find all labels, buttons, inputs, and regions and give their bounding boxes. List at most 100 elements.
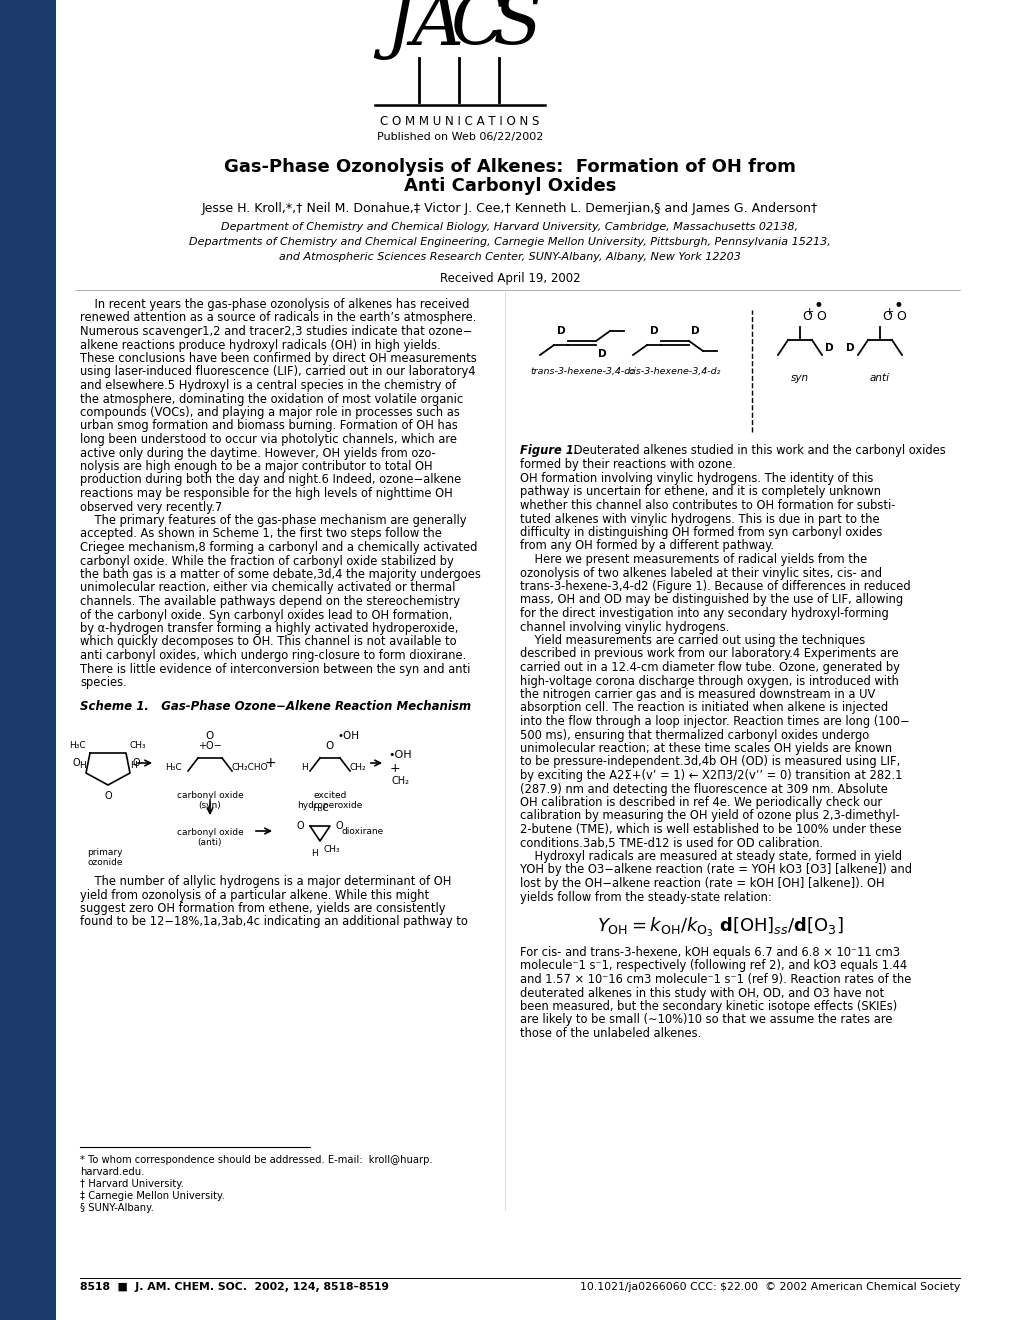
Text: O: O [815, 310, 825, 323]
Text: CH₂: CH₂ [391, 776, 410, 785]
Text: The number of allylic hydrogens is a major determinant of OH: The number of allylic hydrogens is a maj… [79, 875, 451, 888]
Text: of the carbonyl oxide. Syn carbonyl oxides lead to OH formation,: of the carbonyl oxide. Syn carbonyl oxid… [79, 609, 452, 622]
Text: lost by the OH−alkene reaction (rate = kOH [OH] [alkene]). OH: lost by the OH−alkene reaction (rate = k… [520, 876, 883, 890]
Text: are likely to be small (∼10%)10 so that we assume the rates are: are likely to be small (∼10%)10 so that … [520, 1014, 892, 1027]
Text: O: O [72, 758, 79, 768]
Text: C O M M U N I C A T I O N S: C O M M U N I C A T I O N S [380, 115, 539, 128]
Text: H: H [129, 760, 137, 770]
Text: Here we present measurements of radical yields from the: Here we present measurements of radical … [520, 553, 866, 566]
Text: CH₂CHO: CH₂CHO [231, 763, 268, 772]
Text: Published on Web 06/22/2002: Published on Web 06/22/2002 [376, 132, 543, 143]
Text: carbonyl oxide
(syn): carbonyl oxide (syn) [176, 791, 244, 810]
Text: 8518  ■  J. AM. CHEM. SOC.  2002, 124, 8518–8519: 8518 ■ J. AM. CHEM. SOC. 2002, 124, 8518… [79, 1282, 388, 1292]
Text: H₃C: H₃C [69, 741, 86, 750]
Text: H₃C: H₃C [312, 804, 328, 813]
Text: A: A [412, 0, 464, 59]
Text: mass, OH and OD may be distinguished by the use of LIF, allowing: mass, OH and OD may be distinguished by … [520, 594, 902, 606]
Text: and 1.57 × 10⁻16 cm3 molecule⁻1 s⁻1 (ref 9). Reaction rates of the: and 1.57 × 10⁻16 cm3 molecule⁻1 s⁻1 (ref… [520, 973, 911, 986]
Text: nolysis are high enough to be a major contributor to total OH: nolysis are high enough to be a major co… [79, 459, 432, 473]
Text: OH calibration is described in ref 4e. We periodically check our: OH calibration is described in ref 4e. W… [520, 796, 881, 809]
Text: been measured, but the secondary kinetic isotope effects (SKIEs): been measured, but the secondary kinetic… [520, 1001, 897, 1012]
Text: § SUNY-Albany.: § SUNY-Albany. [79, 1203, 154, 1213]
Bar [0, 0, 56, 1320]
Text: unimolecular reaction, either via chemically activated or thermal: unimolecular reaction, either via chemic… [79, 582, 454, 594]
Text: Jesse H. Kroll,*,† Neil M. Donahue,‡ Victor J. Cee,† Kenneth L. Demerjian,§ and : Jesse H. Kroll,*,† Neil M. Donahue,‡ Vic… [202, 202, 817, 215]
Text: C: C [450, 0, 505, 59]
Text: carbonyl oxide. While the fraction of carbonyl oxide stabilized by: carbonyl oxide. While the fraction of ca… [79, 554, 453, 568]
Text: H: H [79, 760, 86, 770]
Text: and elsewhere.5 Hydroxyl is a central species in the chemistry of: and elsewhere.5 Hydroxyl is a central sp… [79, 379, 455, 392]
Text: harvard.edu.: harvard.edu. [79, 1167, 145, 1177]
Text: long been understood to occur via photolytic channels, which are: long been understood to occur via photol… [79, 433, 457, 446]
Text: J: J [385, 0, 414, 59]
Text: For cis- and trans-3-hexene, kOH equals 6.7 and 6.8 × 10⁻11 cm3: For cis- and trans-3-hexene, kOH equals … [520, 946, 899, 960]
Text: * To whom correspondence should be addressed. E-mail:  kroll@huarp.: * To whom correspondence should be addre… [79, 1155, 432, 1166]
Text: which quickly decomposes to OH. This channel is not available to: which quickly decomposes to OH. This cha… [79, 635, 457, 648]
Text: described in previous work from our laboratory.4 Experiments are: described in previous work from our labo… [520, 648, 898, 660]
Text: trans-3-hexene-3,4-d2 (Figure 1). Because of differences in reduced: trans-3-hexene-3,4-d2 (Figure 1). Becaus… [520, 579, 910, 593]
Text: yields follow from the steady-state relation:: yields follow from the steady-state rela… [520, 891, 771, 903]
Text: The primary features of the gas-phase mechanism are generally: The primary features of the gas-phase me… [79, 513, 466, 527]
Text: from any OH formed by a different pathway.: from any OH formed by a different pathwa… [520, 540, 773, 553]
Text: O: O [801, 310, 811, 323]
Text: dioxirane: dioxirane [341, 826, 384, 836]
Text: D: D [650, 326, 658, 337]
Text: •OH: •OH [387, 750, 412, 760]
Text: for the direct investigation into any secondary hydroxyl-forming: for the direct investigation into any se… [520, 607, 888, 620]
Text: •: • [813, 297, 823, 315]
Text: H: H [301, 763, 308, 772]
Text: high-voltage corona discharge through oxygen, is introduced with: high-voltage corona discharge through ox… [520, 675, 898, 688]
Text: Scheme 1.   Gas-Phase Ozone−Alkene Reaction Mechanism: Scheme 1. Gas-Phase Ozone−Alkene Reactio… [79, 700, 471, 713]
Text: O: O [206, 731, 214, 741]
Text: OH formation involving vinylic hydrogens. The identity of this: OH formation involving vinylic hydrogens… [520, 473, 872, 484]
Text: channel involving vinylic hydrogens.: channel involving vinylic hydrogens. [520, 620, 729, 634]
Text: S: S [493, 0, 542, 59]
Text: carbonyl oxide
(anti): carbonyl oxide (anti) [176, 828, 244, 847]
Text: In recent years the gas-phase ozonolysis of alkenes has received: In recent years the gas-phase ozonolysis… [79, 298, 469, 312]
Text: O: O [132, 758, 141, 768]
Text: There is little evidence of interconversion between the syn and anti: There is little evidence of interconvers… [79, 663, 470, 676]
Text: Numerous scavenger1,2 and tracer2,3 studies indicate that ozone−: Numerous scavenger1,2 and tracer2,3 stud… [79, 325, 472, 338]
Text: found to be 12−18%,1a,3ab,4c indicating an additional pathway to: found to be 12−18%,1a,3ab,4c indicating … [79, 916, 468, 928]
Text: reactions may be responsible for the high levels of nighttime OH: reactions may be responsible for the hig… [79, 487, 452, 500]
Text: Criegee mechanism,8 forming a carbonyl and a chemically activated: Criegee mechanism,8 forming a carbonyl a… [79, 541, 477, 554]
Text: Departments of Chemistry and Chemical Engineering, Carnegie Mellon University, P: Departments of Chemistry and Chemical En… [189, 238, 830, 247]
Text: O: O [297, 821, 304, 832]
Text: +: + [804, 308, 813, 317]
Text: difficulty in distinguishing OH formed from syn carbonyl oxides: difficulty in distinguishing OH formed f… [520, 525, 881, 539]
Text: formed by their reactions with ozone.: formed by their reactions with ozone. [520, 458, 736, 471]
Text: excited
hydroperoxide: excited hydroperoxide [297, 791, 363, 810]
Text: D: D [846, 343, 854, 352]
Text: carried out in a 12.4-cm diameter flow tube. Ozone, generated by: carried out in a 12.4-cm diameter flow t… [520, 661, 899, 675]
Text: compounds (VOCs), and playing a major role in processes such as: compounds (VOCs), and playing a major ro… [79, 407, 460, 418]
Text: YOH by the O3−alkene reaction (rate = YOH kO3 [O3] [alkene]) and: YOH by the O3−alkene reaction (rate = YO… [520, 863, 911, 876]
Text: whether this channel also contributes to OH formation for substi-: whether this channel also contributes to… [520, 499, 895, 512]
Text: using laser-induced fluorescence (LIF), carried out in our laboratory4: using laser-induced fluorescence (LIF), … [79, 366, 475, 379]
Text: alkene reactions produce hydroxyl radicals (OH) in high yields.: alkene reactions produce hydroxyl radica… [79, 338, 440, 351]
Text: those of the unlabeled alkenes.: those of the unlabeled alkenes. [520, 1027, 701, 1040]
Text: to be pressure-independent.3d,4b OH (OD) is measured using LIF,: to be pressure-independent.3d,4b OH (OD)… [520, 755, 900, 768]
Text: •: • [893, 297, 903, 315]
Text: $Y_{\rm OH} = k_{\rm OH}/k_{\rm O_3}\ \rm \mathbf{d}[OH]_{\mathit{ss}}/\mathbf{d: $Y_{\rm OH} = k_{\rm OH}/k_{\rm O_3}\ \r… [596, 916, 843, 939]
Text: molecule⁻1 s⁻1, respectively (following ref 2), and kO3 equals 1.44: molecule⁻1 s⁻1, respectively (following … [520, 960, 906, 973]
Text: and Atmospheric Sciences Research Center, SUNY-Albany, Albany, New York 12203: and Atmospheric Sciences Research Center… [279, 252, 740, 261]
Text: conditions.3ab,5 TME-d12 is used for OD calibration.: conditions.3ab,5 TME-d12 is used for OD … [520, 837, 822, 850]
Text: H: H [311, 849, 318, 858]
Text: •OH: •OH [337, 731, 360, 741]
Text: O: O [325, 741, 334, 751]
Text: absorption cell. The reaction is initiated when alkene is injected: absorption cell. The reaction is initiat… [520, 701, 888, 714]
Text: species.: species. [79, 676, 126, 689]
Text: the nitrogen carrier gas and is measured downstream in a UV: the nitrogen carrier gas and is measured… [520, 688, 874, 701]
Text: D: D [824, 343, 833, 352]
Text: Anti Carbonyl Oxides: Anti Carbonyl Oxides [404, 177, 615, 195]
Text: Gas-Phase Ozonolysis of Alkenes:  Formation of OH from: Gas-Phase Ozonolysis of Alkenes: Formati… [224, 158, 795, 176]
Text: urban smog formation and biomass burning. Formation of OH has: urban smog formation and biomass burning… [79, 420, 458, 433]
Text: Hydroxyl radicals are measured at steady state, formed in yield: Hydroxyl radicals are measured at steady… [520, 850, 901, 863]
Text: Yield measurements are carried out using the techniques: Yield measurements are carried out using… [520, 634, 864, 647]
Text: renewed attention as a source of radicals in the earth’s atmosphere.: renewed attention as a source of radical… [79, 312, 476, 325]
Text: D: D [690, 326, 699, 337]
Text: D: D [556, 326, 566, 337]
Text: These conclusions have been confirmed by direct OH measurements: These conclusions have been confirmed by… [79, 352, 476, 366]
Text: +: + [264, 756, 275, 770]
Text: +: + [884, 308, 894, 317]
